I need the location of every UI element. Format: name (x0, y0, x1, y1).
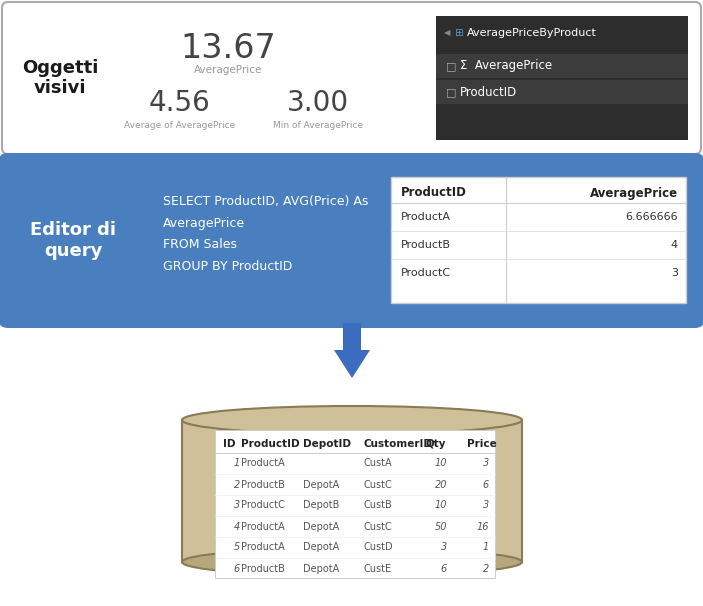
Text: 16: 16 (477, 522, 489, 531)
FancyBboxPatch shape (2, 2, 701, 154)
Ellipse shape (182, 406, 522, 434)
Text: ⊞: ⊞ (454, 28, 463, 38)
Text: 6: 6 (441, 564, 447, 573)
FancyBboxPatch shape (0, 153, 703, 328)
Text: Editor di
query: Editor di query (30, 221, 116, 260)
FancyBboxPatch shape (436, 80, 688, 104)
Text: Σ  AveragePrice: Σ AveragePrice (460, 59, 552, 73)
Polygon shape (334, 323, 370, 378)
Text: □: □ (446, 61, 456, 71)
Text: FROM Sales: FROM Sales (163, 239, 237, 251)
Text: 3: 3 (671, 268, 678, 278)
Text: 6: 6 (483, 479, 489, 490)
Text: ProductC: ProductC (401, 268, 451, 278)
Text: GROUP BY ProductID: GROUP BY ProductID (163, 261, 292, 273)
Text: 1: 1 (234, 459, 240, 468)
Text: 3: 3 (441, 542, 447, 553)
Text: Qty: Qty (425, 439, 446, 449)
Text: ◀: ◀ (444, 28, 451, 38)
Text: DepotB: DepotB (303, 501, 340, 510)
Text: 6: 6 (234, 564, 240, 573)
Polygon shape (182, 420, 522, 562)
Text: AveragePriceByProduct: AveragePriceByProduct (467, 28, 597, 38)
Text: 50: 50 (434, 522, 447, 531)
Ellipse shape (182, 548, 522, 576)
Text: ProductB: ProductB (241, 564, 285, 573)
Text: CustE: CustE (363, 564, 391, 573)
Text: AveragePrice: AveragePrice (163, 216, 245, 230)
Text: CustC: CustC (363, 522, 392, 531)
Text: CustomerID: CustomerID (363, 439, 432, 449)
Text: ProductID: ProductID (401, 187, 467, 199)
Text: 20: 20 (434, 479, 447, 490)
Text: CustA: CustA (363, 459, 392, 468)
Text: ProductA: ProductA (241, 542, 285, 553)
Text: 6.666666: 6.666666 (626, 212, 678, 222)
Text: 5: 5 (234, 542, 240, 553)
Text: 10: 10 (434, 459, 447, 468)
Text: ProductA: ProductA (241, 522, 285, 531)
Text: CustB: CustB (363, 501, 392, 510)
Text: ProductID: ProductID (241, 439, 299, 449)
Text: 3.00: 3.00 (287, 89, 349, 117)
Text: Price: Price (467, 439, 497, 449)
Text: ProductB: ProductB (241, 479, 285, 490)
Text: 4: 4 (671, 240, 678, 250)
Text: CustD: CustD (363, 542, 392, 553)
Text: 13.67: 13.67 (180, 32, 276, 64)
FancyBboxPatch shape (436, 16, 688, 140)
Text: ID: ID (223, 439, 236, 449)
Text: DepotA: DepotA (303, 522, 340, 531)
Text: 3: 3 (483, 501, 489, 510)
Text: CustC: CustC (363, 479, 392, 490)
Text: AveragePrice: AveragePrice (590, 187, 678, 199)
Text: AveragePrice: AveragePrice (194, 65, 262, 75)
Text: Oggetti
visivi: Oggetti visivi (22, 59, 98, 98)
Text: 2: 2 (483, 564, 489, 573)
Text: 10: 10 (434, 501, 447, 510)
Text: DepotA: DepotA (303, 564, 340, 573)
Text: 4.56: 4.56 (149, 89, 211, 117)
Text: ProductB: ProductB (401, 240, 451, 250)
Text: ProductID: ProductID (460, 85, 517, 99)
Text: 3: 3 (483, 459, 489, 468)
FancyBboxPatch shape (215, 430, 495, 578)
Text: 1: 1 (483, 542, 489, 553)
Text: 2: 2 (234, 479, 240, 490)
Text: Min of AveragePrice: Min of AveragePrice (273, 121, 363, 130)
Text: 3: 3 (234, 501, 240, 510)
Text: □: □ (446, 87, 456, 97)
Text: DepotID: DepotID (303, 439, 351, 449)
Text: ProductA: ProductA (401, 212, 451, 222)
Text: ProductA: ProductA (241, 459, 285, 468)
Text: DepotA: DepotA (303, 479, 340, 490)
Text: DepotA: DepotA (303, 542, 340, 553)
Text: SELECT ProductID, AVG(Price) As: SELECT ProductID, AVG(Price) As (163, 195, 368, 207)
FancyBboxPatch shape (436, 54, 688, 78)
Text: ProductC: ProductC (241, 501, 285, 510)
FancyBboxPatch shape (391, 177, 686, 303)
Text: 4: 4 (234, 522, 240, 531)
Text: Average of AveragePrice: Average of AveragePrice (124, 121, 236, 130)
